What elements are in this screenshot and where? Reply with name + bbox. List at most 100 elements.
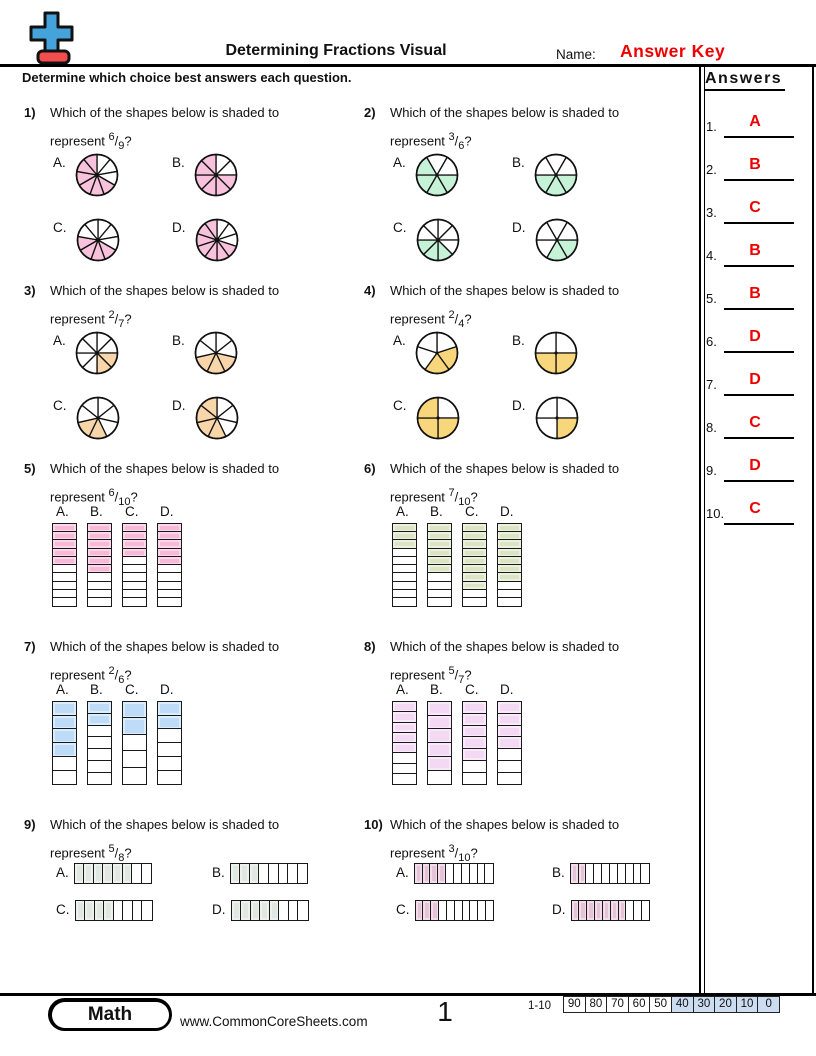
stack-chart — [462, 701, 487, 785]
question-line2: represent 3/6? — [390, 131, 472, 152]
option-label: D. — [172, 220, 186, 235]
option-B — [87, 701, 112, 785]
answer-letter: D — [749, 371, 761, 388]
pie-outline — [416, 396, 459, 440]
pie-outline — [415, 153, 459, 197]
pie-chart — [194, 153, 238, 197]
question-block: 5) Which of the shapes below is shaded to… — [24, 456, 360, 607]
question-number: 9) — [24, 817, 36, 832]
pie-chart — [76, 396, 119, 440]
question-line2: represent 5/8? — [50, 843, 132, 864]
page-title: Determining Fractions Visual — [225, 42, 447, 59]
option-D: D. — [512, 395, 580, 441]
pie-center-dot — [95, 173, 99, 177]
answer-line — [724, 394, 794, 396]
question-line1: Which of the shapes below is shaded to — [390, 461, 620, 476]
question-number: 1) — [24, 105, 36, 120]
option-D: D. — [172, 395, 240, 441]
option-A — [52, 701, 77, 785]
question-block: 2) Which of the shapes below is shaded to… — [364, 100, 700, 262]
question-block: 10) Which of the shapes below is shaded t… — [364, 812, 700, 921]
pie-chart — [195, 218, 238, 262]
stack-chart — [122, 523, 147, 607]
answer-letter: C — [749, 414, 761, 431]
pie-center-dot — [214, 238, 219, 242]
fraction-denominator: 10 — [118, 495, 131, 508]
fraction-denominator: 10 — [458, 851, 471, 864]
answer-letter: C — [749, 500, 761, 517]
option-label: C. — [125, 682, 139, 697]
stack-chart — [427, 523, 452, 607]
fraction-numerator: 2 — [448, 309, 455, 321]
stack-cell — [52, 769, 77, 785]
option-label: A. — [53, 333, 66, 348]
pie-outline — [194, 153, 238, 197]
option-D: D. — [552, 900, 651, 921]
option-D: D. — [212, 900, 309, 921]
footer-divider — [0, 993, 816, 996]
option-C: C. — [393, 217, 461, 263]
bar-chart — [229, 863, 308, 884]
stack-chart — [122, 701, 147, 786]
option-label: B. — [512, 333, 525, 348]
question-line2: represent 2/7? — [50, 309, 132, 330]
score-cell: 60 — [627, 996, 651, 1013]
score-cell: 80 — [584, 996, 608, 1013]
question-text: 5) Which of the shapes below is shaded to… — [24, 456, 360, 515]
pie-center-dot — [214, 351, 218, 355]
stack-chart — [87, 701, 112, 785]
option-label: B. — [430, 682, 443, 697]
fraction-numerator: 5 — [448, 665, 455, 677]
logo-minus-icon — [36, 49, 71, 65]
option-label: C. — [56, 902, 70, 917]
option-B: B. — [172, 330, 239, 376]
option-C: C. — [53, 217, 121, 263]
pie-outline — [415, 331, 459, 375]
pie-chart — [415, 153, 459, 197]
option-A: A. — [53, 152, 120, 198]
option-B: B. — [552, 863, 650, 884]
score-table: 90 80 70 60 50 40 30 20 10 0 — [563, 996, 780, 1013]
question-block: 1) Which of the shapes below is shaded to… — [24, 100, 360, 262]
score-range-label: 1-10 — [528, 1000, 552, 1012]
question-line1: Which of the shapes below is shaded to — [390, 105, 620, 120]
stack-cell — [87, 771, 112, 785]
option-label: A. — [53, 155, 66, 170]
pie-outline — [194, 331, 238, 375]
bar-cell — [484, 863, 494, 884]
answer-line — [724, 136, 794, 138]
bar-chart — [570, 900, 651, 921]
pie-center-dot — [554, 173, 558, 177]
stack-cell — [497, 771, 522, 785]
option-label: C. — [396, 902, 410, 917]
pie-chart — [75, 331, 119, 375]
stack-cell — [427, 769, 452, 785]
bar-chart — [73, 863, 152, 884]
answer-letter: C — [749, 199, 761, 216]
question-line2: represent 6/9? — [50, 131, 132, 152]
question-text: 6) Which of the shapes below is shaded to… — [364, 456, 700, 515]
option-A: A. — [393, 152, 460, 198]
pie-center-dot — [435, 173, 439, 177]
pie-chart — [415, 331, 459, 375]
bar-cell — [297, 900, 309, 921]
option-C — [462, 701, 487, 785]
option-D — [157, 701, 182, 785]
option-A — [392, 701, 417, 785]
answer-letter: B — [749, 242, 761, 259]
option-label: C. — [393, 398, 407, 413]
stack-chart — [427, 701, 452, 785]
pie-center-dot — [435, 416, 440, 420]
option-A — [52, 523, 77, 607]
option-B: B. — [512, 152, 579, 198]
bar-chart — [74, 900, 153, 921]
pie-outline — [76, 218, 119, 262]
question-number: 3) — [24, 283, 36, 298]
option-label: A. — [56, 865, 69, 880]
option-label: C. — [53, 220, 67, 235]
question-number: 6) — [364, 461, 376, 476]
stack-chart — [157, 701, 182, 785]
question-line1: Which of the shapes below is shaded to — [50, 105, 280, 120]
answer-letter: B — [749, 156, 761, 173]
fraction-denominator: 6 — [118, 673, 125, 686]
